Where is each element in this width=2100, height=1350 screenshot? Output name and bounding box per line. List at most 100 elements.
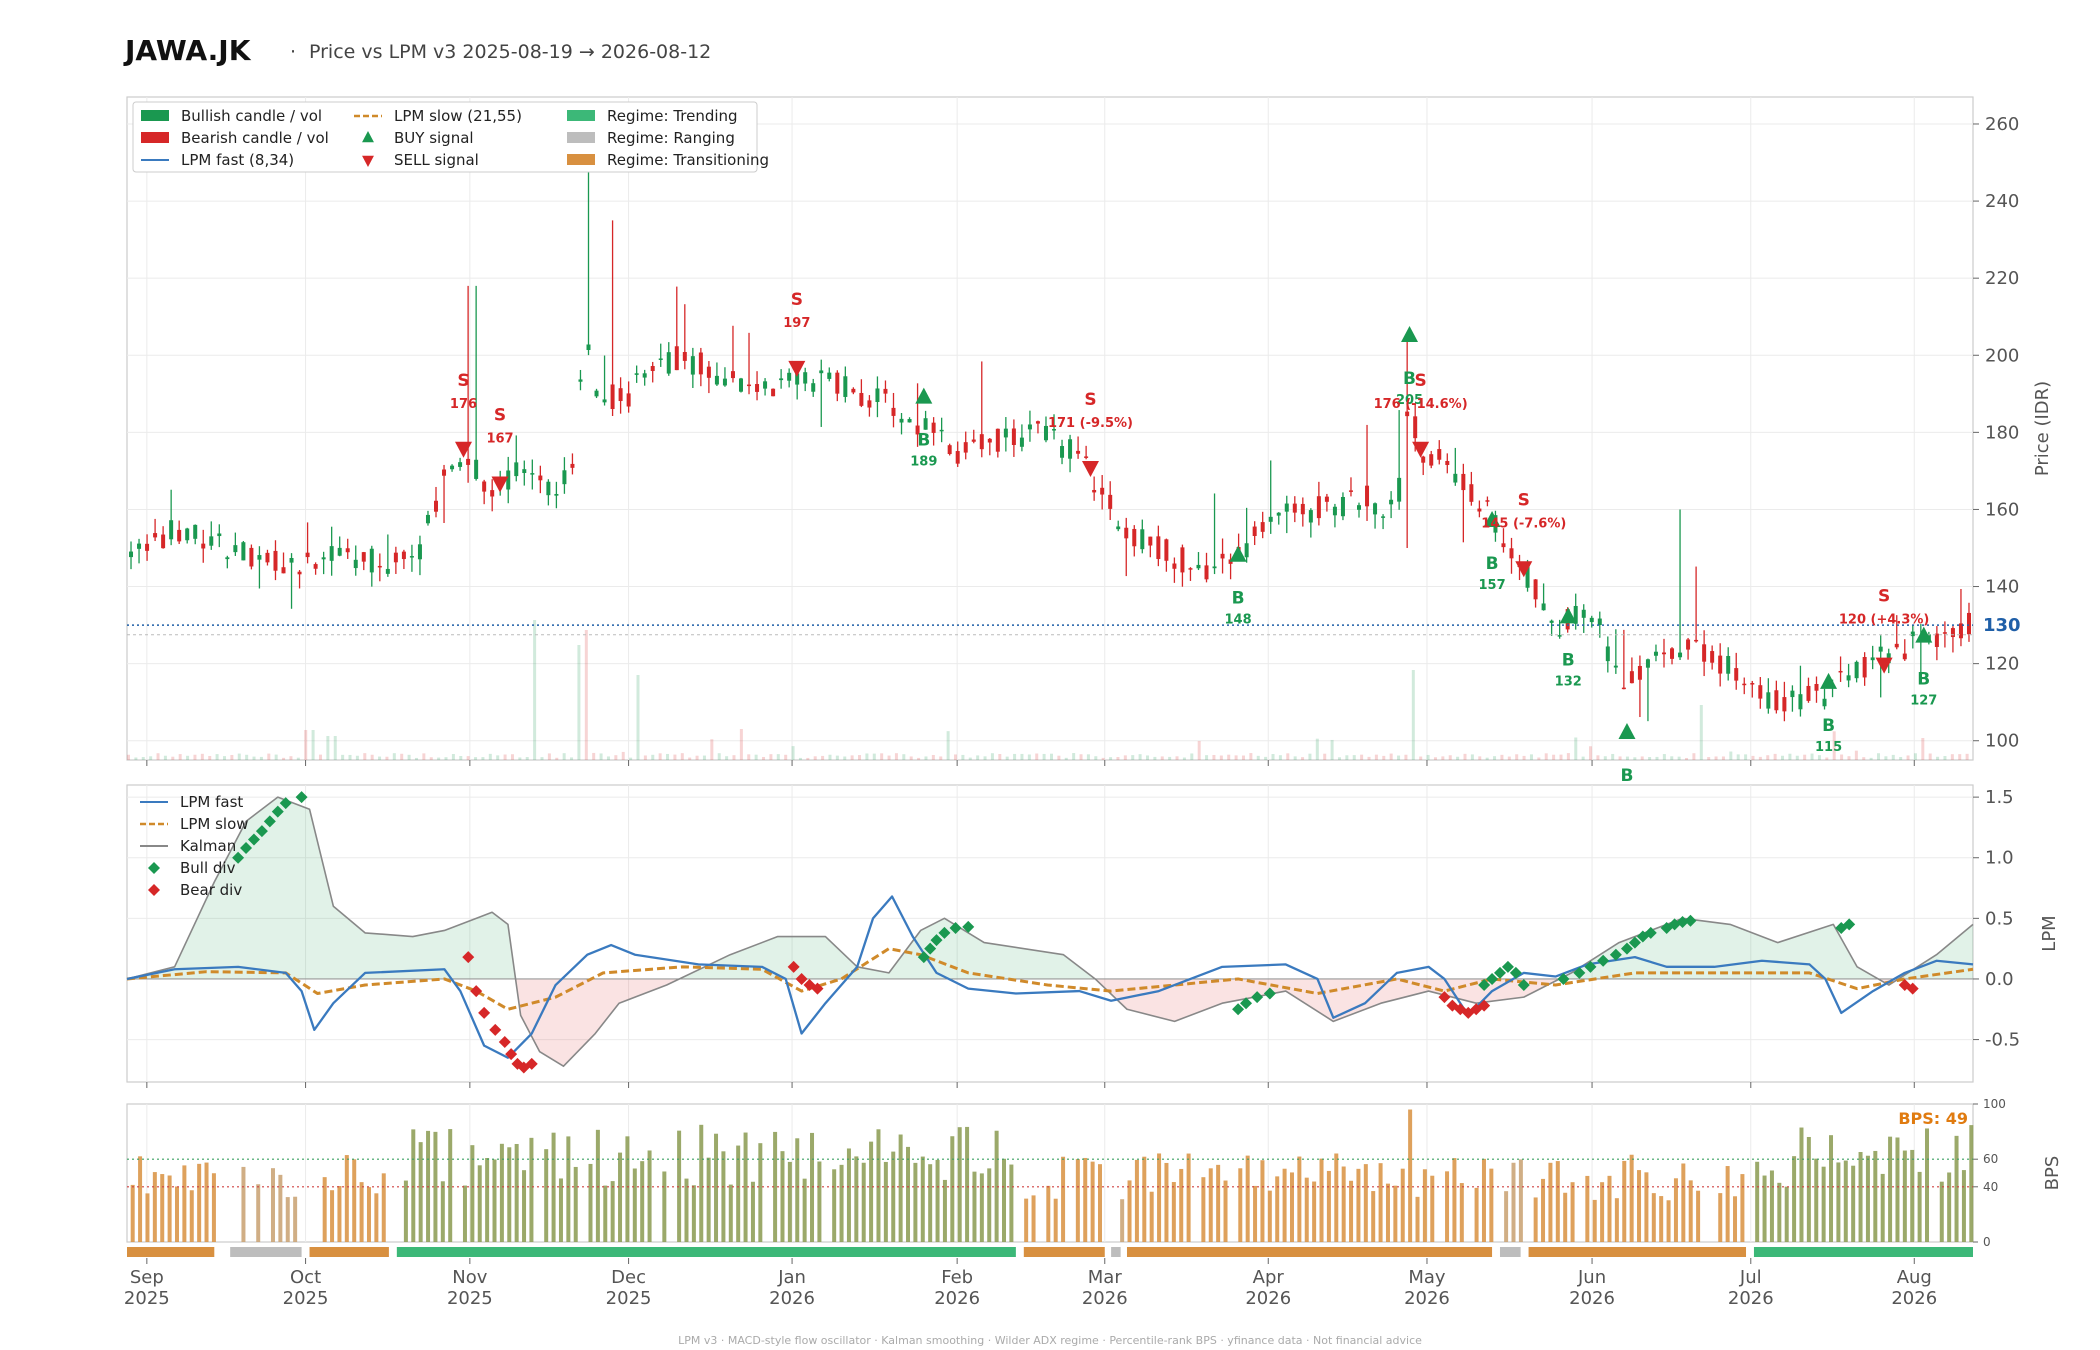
volume-bar: [400, 753, 404, 760]
bps-bar: [1061, 1156, 1066, 1242]
volume-bar: [451, 754, 455, 760]
bps-bar: [714, 1133, 719, 1242]
candle-body: [305, 552, 310, 558]
candle-body: [1694, 639, 1699, 642]
regime-strip-segment: [230, 1247, 302, 1257]
volume-bar: [1005, 756, 1009, 760]
x-axis: Sep2025Oct2025Nov2025Dec2025Jan2026Feb20…: [124, 760, 1937, 1309]
bps-ytick-label: 0: [1983, 1235, 1991, 1249]
candle-body: [706, 366, 711, 378]
price-plot-area: [126, 96, 1974, 761]
lpm-legend-label: Kalman: [180, 837, 236, 855]
volume-bar: [762, 756, 766, 760]
bps-bar: [1179, 1168, 1184, 1242]
volume-bar: [1515, 754, 1519, 760]
volume-bar: [1057, 755, 1061, 760]
candle-body: [1068, 439, 1073, 459]
bps-bar: [1740, 1174, 1745, 1242]
x-tick-year: 2026: [1404, 1288, 1450, 1309]
bear-div-marker: [505, 1048, 518, 1061]
candle-body: [738, 378, 743, 392]
volume-bar: [1589, 746, 1593, 760]
candle-body: [1308, 510, 1313, 523]
candle-body: [1252, 526, 1257, 537]
candle-body: [690, 356, 695, 375]
bps-bar: [1592, 1199, 1597, 1242]
volume-bar: [1618, 756, 1622, 760]
candle-body: [1268, 516, 1273, 522]
legend-label: Regime: Ranging: [607, 129, 735, 147]
lpm-legend-label: LPM fast: [180, 793, 243, 811]
lpm-slow-line: [126, 947, 1974, 1011]
candle-body: [1750, 683, 1755, 685]
bps-bar: [1334, 1153, 1339, 1242]
sell-signal-letter: S: [1518, 490, 1530, 510]
candle-body: [1292, 503, 1297, 513]
volume-bar: [333, 736, 337, 760]
bps-bar: [1718, 1193, 1723, 1242]
volume-bar: [651, 754, 655, 760]
bear-div-marker: [498, 1035, 511, 1048]
legend-swatch: [141, 132, 169, 143]
bps-bar: [625, 1136, 630, 1242]
candle-body: [1678, 652, 1683, 658]
bps-bar: [1297, 1156, 1302, 1242]
bps-bar: [1622, 1160, 1627, 1242]
volume-bar: [296, 757, 300, 760]
volume-bar: [414, 757, 418, 760]
volume-bar: [1374, 754, 1378, 760]
bps-bar: [1873, 1150, 1878, 1242]
volume-bar: [1854, 750, 1858, 760]
bps-bar: [795, 1138, 800, 1242]
volume-bar: [1633, 757, 1637, 760]
bps-bar: [344, 1155, 349, 1242]
buy-signal-letter: B: [1917, 670, 1930, 690]
candle-body: [1581, 609, 1586, 618]
volume-bar: [629, 757, 633, 760]
candle-body: [1822, 698, 1827, 707]
bull-div-marker: [279, 797, 292, 810]
bps-bar: [846, 1148, 851, 1242]
candle-body: [650, 366, 655, 372]
bps-bar: [529, 1137, 534, 1242]
volume-bar: [437, 757, 441, 760]
candle-body: [1204, 565, 1209, 580]
price-ytick-label: 180: [1985, 422, 2019, 443]
candle-body: [979, 434, 984, 450]
bps-bar: [965, 1126, 970, 1242]
candle-body: [369, 548, 374, 573]
volume-bar: [968, 757, 972, 760]
bps-bar: [1629, 1154, 1634, 1242]
bps-bar: [1651, 1193, 1656, 1242]
candle-body: [1348, 490, 1353, 492]
candle-body: [851, 388, 856, 393]
bps-bar: [1939, 1181, 1944, 1242]
candle-body: [393, 552, 398, 563]
volume-bar: [1522, 755, 1526, 760]
bps-bar: [1725, 1166, 1730, 1242]
bull-div-marker: [1843, 918, 1856, 931]
bps-bar: [152, 1172, 157, 1242]
bps-bar: [558, 1178, 563, 1242]
bps-bar: [987, 1168, 992, 1242]
candle-body: [1686, 639, 1691, 650]
bps-bar: [743, 1132, 748, 1242]
volume-bar: [806, 757, 810, 760]
volume-bar: [259, 756, 263, 760]
regime-strip-segment: [1111, 1247, 1121, 1257]
bear-div-marker: [489, 1023, 502, 1036]
regime-strip-segment: [1499, 1247, 1521, 1257]
bps-bar: [1408, 1109, 1413, 1242]
bps-bar: [160, 1174, 165, 1242]
candle-body: [1148, 536, 1153, 546]
candle-body: [1300, 503, 1305, 515]
volume-bar: [1448, 755, 1452, 760]
bps-bar: [522, 1170, 527, 1242]
candle-body: [755, 384, 760, 392]
candle-body: [907, 419, 912, 423]
volume-bar: [1692, 753, 1696, 760]
candle-body: [434, 500, 439, 512]
candle-body: [1453, 473, 1458, 483]
sell-signal-price: 197: [783, 316, 810, 331]
volume-bar: [252, 756, 256, 760]
